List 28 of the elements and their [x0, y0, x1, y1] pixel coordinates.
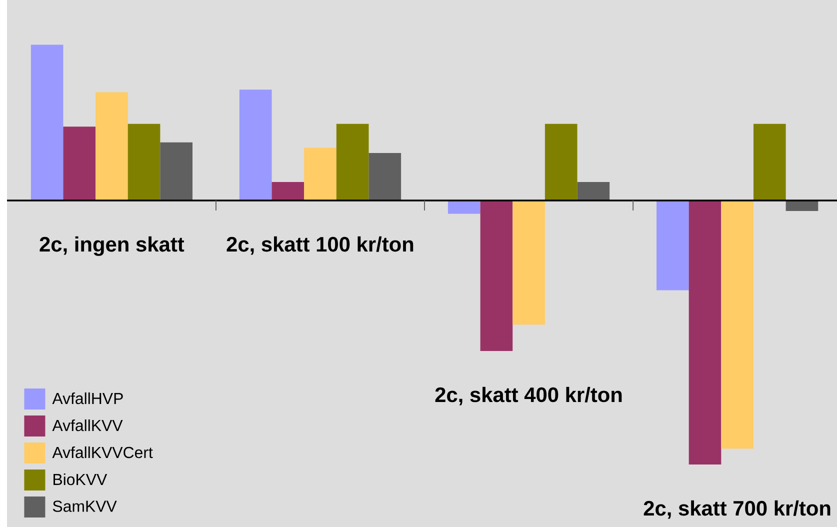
bar — [577, 182, 610, 200]
bar — [448, 200, 480, 214]
legend-label: AvfallHVP — [52, 392, 123, 404]
x-tick-label: 2c, skatt 100 kr/ton — [226, 236, 414, 255]
bar — [480, 200, 513, 351]
bar — [272, 182, 304, 200]
legend-label: SamKVV — [52, 500, 117, 512]
bar — [656, 200, 689, 290]
bar — [544, 124, 578, 200]
bar — [721, 200, 754, 449]
bar — [30, 44, 64, 200]
bar — [96, 92, 128, 200]
bar — [128, 124, 160, 200]
x-tick-label: 2c, ingen skatt — [40, 236, 184, 256]
legend-label: AvfallKVVCert — [52, 446, 153, 458]
bar — [63, 126, 96, 200]
bar — [239, 90, 272, 200]
bar — [753, 124, 786, 200]
x-tick-label: 2c, skatt 700 kr/ton — [644, 500, 830, 519]
bar — [160, 142, 193, 200]
x-tick-label: 2c, skatt 400 kr/ton — [435, 386, 622, 406]
bar — [336, 124, 369, 200]
legend-label: AvfallKVV — [52, 419, 123, 432]
bar — [512, 200, 545, 325]
bar — [688, 200, 722, 464]
legend-label: BioKVV — [54, 473, 108, 486]
bar — [368, 152, 402, 200]
bar — [304, 148, 336, 200]
